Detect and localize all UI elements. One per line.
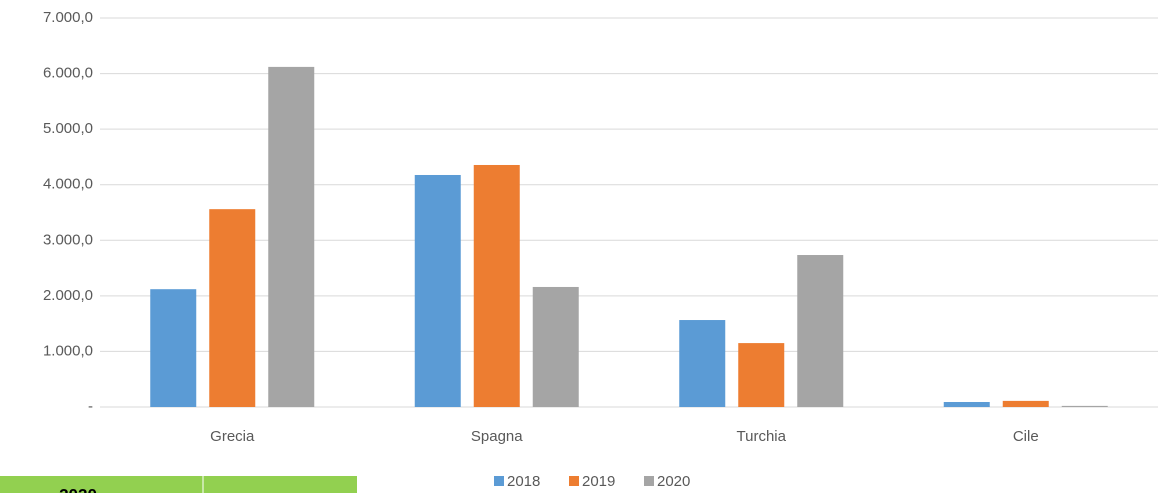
bar [738, 343, 785, 407]
bar [679, 320, 726, 407]
y-tick-label: 3.000,0 [43, 231, 93, 248]
legend-label: 2019 [582, 473, 615, 490]
legend-swatch [644, 476, 654, 486]
bar [268, 66, 315, 407]
y-tick-label: 4.000,0 [43, 176, 93, 193]
legend-swatch [569, 476, 579, 486]
bar [150, 289, 197, 407]
bar [797, 255, 844, 407]
y-tick-label: 5.000,0 [43, 120, 93, 137]
y-tick-label: 2.000,0 [43, 287, 93, 304]
table-header-cell [0, 476, 357, 493]
x-tick-label: Grecia [210, 428, 255, 445]
legend-label: 2018 [507, 473, 540, 490]
bar [532, 286, 579, 407]
legend-label: 2020 [657, 473, 690, 490]
y-tick-label: 6.000,0 [43, 65, 93, 82]
y-tick-label: - [88, 398, 93, 415]
y-tick-label: 1.000,0 [43, 342, 93, 359]
x-tick-label: Turchia [737, 428, 787, 445]
bar [414, 174, 461, 407]
legend-swatch [494, 476, 504, 486]
x-tick-label: Cile [1013, 428, 1039, 445]
bar [1061, 405, 1108, 407]
x-tick-label: Spagna [471, 428, 523, 445]
bar [473, 164, 520, 407]
table-header-label: 2020 [59, 485, 97, 493]
bar [209, 209, 256, 407]
bar [1002, 400, 1049, 407]
y-tick-label: 7.000,0 [43, 9, 93, 26]
bar [943, 401, 990, 407]
